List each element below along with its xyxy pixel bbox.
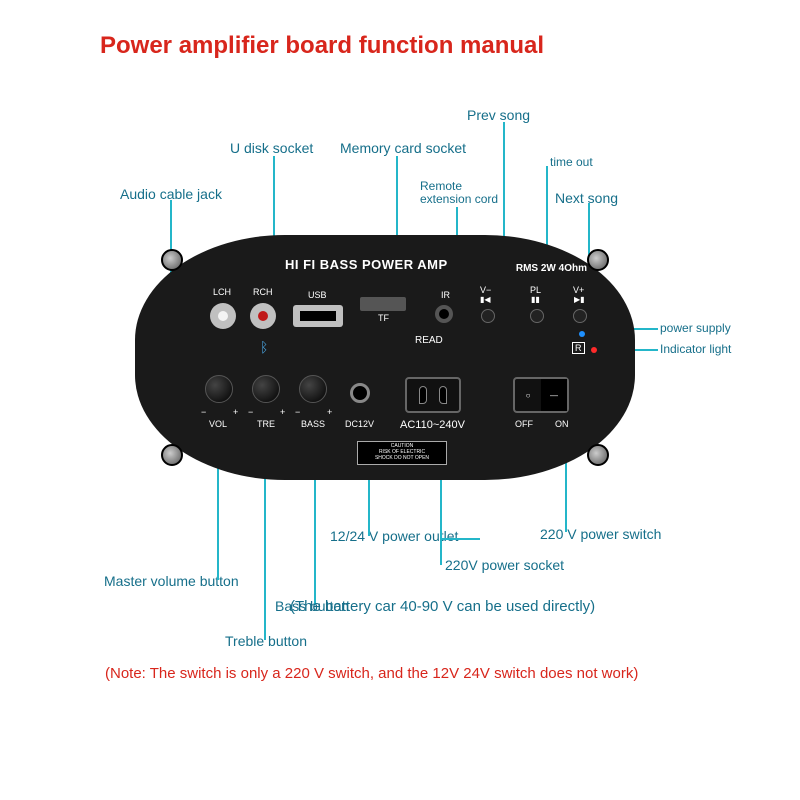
led-blue <box>579 331 585 337</box>
silk-dc12v: DC12V <box>345 419 374 429</box>
silk-pl: PL <box>530 285 541 295</box>
silk-on: ON <box>555 419 569 429</box>
screw-hole <box>161 444 183 466</box>
silk-prev-icon: ▮◀ <box>480 295 491 304</box>
label-u-disk: U disk socket <box>230 140 313 156</box>
screw-hole <box>587 249 609 271</box>
label-prev-song: Prev song <box>467 107 530 123</box>
ac-power-socket <box>405 377 461 413</box>
silk-rbox: R <box>572 342 585 354</box>
amplifier-board: HI FI BASS POWER AMP RMS 2W 4Ohm LCH RCH… <box>135 235 635 480</box>
label-220-switch: 220 V power switch <box>540 526 661 542</box>
led-red <box>591 347 597 353</box>
page-title: Power amplifier board function manual <box>100 32 544 60</box>
board-heading: HI FI BASS POWER AMP <box>285 257 448 272</box>
rca-right-jack <box>250 303 276 329</box>
note-switch: (Note: The switch is only a 220 V switch… <box>105 665 638 682</box>
silk-lch: LCH <box>213 287 231 297</box>
silk-tf: TF <box>378 313 389 323</box>
screw-hole <box>161 249 183 271</box>
switch-off-side: ○ <box>515 379 541 411</box>
silk-vminus: V− <box>480 285 491 295</box>
label-indicator-light: Indicator light <box>660 342 731 356</box>
power-switch: ○ ― <box>513 377 569 413</box>
bluetooth-icon: ᛒ <box>260 339 268 355</box>
ir-ext-jack <box>435 305 453 323</box>
silk-pause-icon: ▮▮ <box>531 295 540 304</box>
play-pause-button <box>530 309 544 323</box>
silk-next-icon: ▶▮ <box>574 295 585 304</box>
prev-button <box>481 309 495 323</box>
next-button <box>573 309 587 323</box>
tf-card-slot <box>360 297 406 311</box>
screw-hole <box>587 444 609 466</box>
label-next-song: Next song <box>555 190 618 206</box>
switch-on-side: ― <box>541 379 567 411</box>
silk-rch: RCH <box>253 287 273 297</box>
silk-minus: − <box>248 407 253 417</box>
dc12v-jack <box>350 383 370 403</box>
silk-plus: + <box>280 407 285 417</box>
silk-vol: VOL <box>209 419 227 429</box>
board-rms: RMS 2W 4Ohm <box>516 263 587 274</box>
silk-ir: IR <box>441 290 450 300</box>
rca-left-jack <box>210 303 236 329</box>
label-power-supply: power supply <box>660 321 731 335</box>
volume-knob <box>205 375 233 403</box>
caution-label: CAUTION RISK OF ELECTRIC SHOCK DO NOT OP… <box>357 441 447 465</box>
bass-knob <box>299 375 327 403</box>
label-220-socket: 220V power socket <box>445 557 564 573</box>
silk-vplus: V+ <box>573 285 584 295</box>
silk-off: OFF <box>515 419 533 429</box>
silk-minus: − <box>201 407 206 417</box>
silk-minus: − <box>295 407 300 417</box>
silk-ac: AC110~240V <box>400 419 465 431</box>
treble-knob <box>252 375 280 403</box>
silk-plus: + <box>233 407 238 417</box>
silk-read: READ <box>415 335 443 346</box>
silk-tre: TRE <box>257 419 275 429</box>
label-memory-card: Memory card socket <box>340 140 466 156</box>
note-battery: (The battery car 40-90 V can be used dir… <box>290 598 595 615</box>
usb-socket <box>293 305 343 327</box>
callout-line <box>440 538 480 540</box>
silk-plus: + <box>327 407 332 417</box>
label-remote-ext: Remote extension cord <box>420 180 498 206</box>
silk-usb: USB <box>308 290 327 300</box>
silk-bass: BASS <box>301 419 325 429</box>
label-time-out: time out <box>550 155 593 169</box>
